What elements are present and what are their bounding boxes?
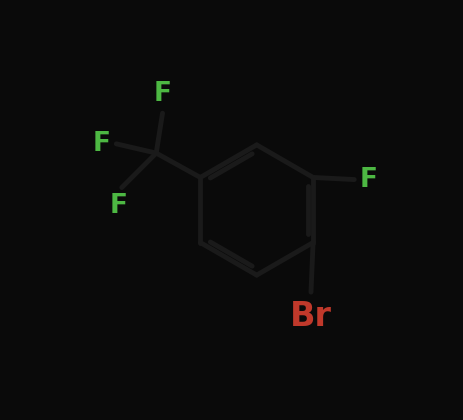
Text: F: F [93,131,111,157]
Text: F: F [109,193,127,219]
Text: F: F [154,81,171,107]
Text: Br: Br [290,300,332,333]
Text: F: F [360,167,378,192]
